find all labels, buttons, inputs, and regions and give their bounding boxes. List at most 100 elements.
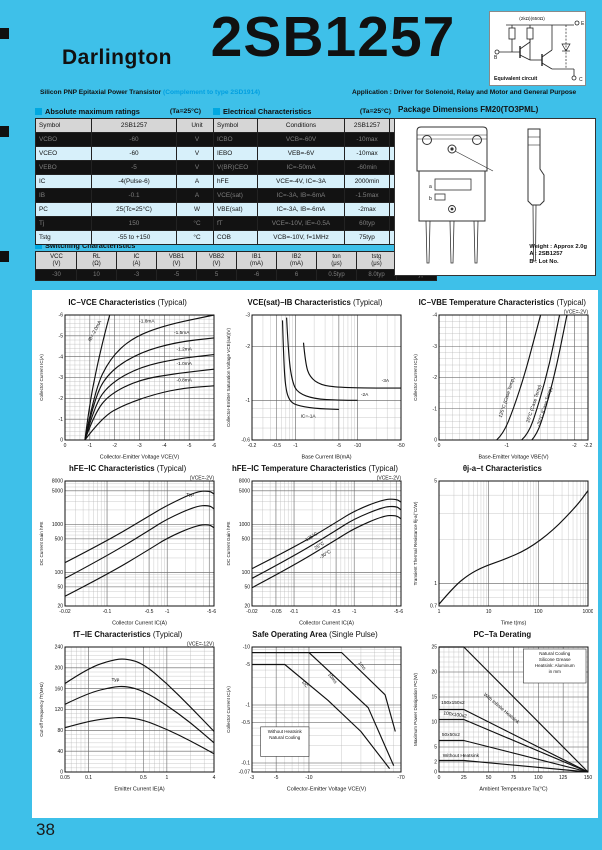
table-cell: -60 [91,132,177,147]
package-dimensions-panel: a b Weight : Approx 2.0g A : 2SB1257 B : L… [394,118,596,276]
table-cell: V [176,160,218,175]
svg-text:-3: -3 [246,313,251,319]
section-bullet-icon [35,242,42,249]
svg-text:-4: -4 [58,354,63,360]
svg-text:Equivalent circuit: Equivalent circuit [494,76,538,82]
curve-100x100x2 [439,718,589,773]
svg-text:25: 25 [432,645,438,651]
table-header-cell: Symbol [213,118,258,133]
svg-text:50: 50 [244,585,250,591]
table-cell: VEBO [35,160,92,175]
svg-text:-2: -2 [573,443,578,449]
chart-vcesat-ib: -0.2 -0.5 -1 -5 -10 -50 -0.6 -1 -2 -3 Base Current… [226,313,405,460]
curve--30°C [531,314,568,441]
svg-text:-3: -3 [58,375,63,381]
curve--1.0mA [84,368,214,441]
table-row: hFE VCE=-4V, IC=-3A 2000min [213,174,413,189]
svg-text:240: 240 [54,645,63,651]
svg-text:-6: -6 [211,443,216,449]
svg-text:0: 0 [438,775,441,781]
svg-text:-0.5: -0.5 [332,609,341,615]
svg-text:-2A: -2A [361,392,369,398]
table-header-cell: IB2 (mA) [276,251,317,270]
svg-text:-4: -4 [162,443,167,449]
curve-min [64,716,214,755]
svg-text:-6: -6 [399,609,404,615]
table-row: IB -0.1 A [35,188,218,203]
svg-text:0.1: 0.1 [85,775,92,781]
svg-text:160: 160 [54,686,63,692]
svg-text:Base-Emitter Voltage VBE(V): Base-Emitter Voltage VBE(V) [479,455,549,461]
svg-text:100x100x2: 100x100x2 [443,710,467,719]
section-title-absolute-max: Absolute maximum ratings (Ta=25°C) [35,107,201,116]
svg-text:-0.5: -0.5 [144,609,153,615]
table-header-cell: ton (μs) [316,251,357,270]
curve-IC=-1A [281,320,339,410]
svg-text:-1.2mA: -1.2mA [176,346,192,352]
curve-Without Heatsink [439,759,589,773]
chart-cell-vcesat-ib: VCE(sat)−IB Characteristics (Typical) -0.… [221,298,408,460]
table-cell: -5 [156,269,197,281]
table-header-row: VCC (V) RL (Ω) IC (A) VBB1 (V) VBB2 (V) IB1 (mA) IB2… [35,251,437,270]
table-cell: 5 [196,269,237,281]
chart-cell-ft-ie: fT−IE Characteristics (Typical) 0.05 0.1 0.… [34,630,221,792]
svg-text:1000: 1000 [583,609,594,615]
table-row: IC -4(Pulse-6) A [35,174,218,189]
svg-text:-0.02: -0.02 [59,609,71,615]
svg-text:Collector Current IC(A): Collector Current IC(A) [413,354,418,401]
chart-ic-vce: 0 -1 -2 -3 -4 -5 -6 0 -1 -2 -3 -4 -5 -6 Collector-Emit… [39,313,216,460]
svg-text:-2: -2 [433,375,438,381]
chart-cell-ic-vce: IC−VCE Characteristics (Typical) 0 -1 -2 -3 -… [34,298,221,460]
svg-text:Transient Thermal Resistance θ: Transient Thermal Resistance θj-a(°C/W) [413,501,418,585]
svg-text:Emitter Current IE(A): Emitter Current IE(A) [114,787,165,793]
svg-text:-1: -1 [246,703,251,709]
svg-text:75: 75 [511,775,517,781]
svg-text:-30°C: -30°C [319,549,333,561]
table-cell: -30 [35,269,77,281]
table-cell: IC [35,174,92,189]
svg-text:-5: -5 [187,443,192,449]
table-row: Tstg -55 to +150 °C [35,230,218,245]
curve--0.8mA [84,385,214,441]
table-cell: COB [213,230,258,245]
svg-text:-4: -4 [433,313,438,319]
table-cell: -5 [91,160,177,175]
svg-text:B: B [494,55,498,61]
svg-text:-5: -5 [337,443,342,449]
svg-text:-1.8mA: -1.8mA [139,318,155,324]
curve-125°C [496,314,542,441]
svg-text:20: 20 [57,604,63,610]
svg-text:-1: -1 [433,406,438,412]
svg-text:25°C: 25°C [313,540,326,551]
svg-text:0.05: 0.05 [60,775,70,781]
table-cell: Tstg [35,230,92,245]
electrical-characteristics-table: SymbolConditions2SB1257UnitICBOVCB=-60V-… [213,118,413,245]
table-header-cell: VBB1 (V) [156,251,197,270]
svg-text:-10: -10 [243,645,250,651]
svg-text:8000: 8000 [52,479,63,485]
table-cell: W [176,202,218,217]
table-cell: 8.0typ [356,269,397,281]
svg-text:-70: -70 [397,775,404,781]
svg-text:Cut-off Frequency fT(MHz): Cut-off Frequency fT(MHz) [39,682,44,737]
table-header-cell: tstg (μs) [356,251,397,270]
curve-min [64,524,214,597]
svg-text:-2: -2 [112,443,117,449]
table-cell: V [176,132,218,147]
svg-text:DC Current Gain hFE: DC Current Gain hFE [226,522,231,566]
table-cell: IB [35,188,92,203]
table-cell: °C [176,216,218,231]
curve-DC [251,663,391,769]
svg-text:20: 20 [432,670,438,676]
table-cell: IC=-3A, IB=-6mA [257,188,345,203]
table-cell: VCE=-4V, IC=-3A [257,174,345,189]
table-cell: °C [176,230,218,245]
part-number: 2SB1257 [210,5,456,69]
svg-text:(VCE=-2V): (VCE=-2V) [189,476,214,482]
svg-text:Silicone Grease: Silicone Grease [539,657,571,662]
svg-text:-0.5: -0.5 [272,443,281,449]
svg-text:100: 100 [242,570,251,576]
